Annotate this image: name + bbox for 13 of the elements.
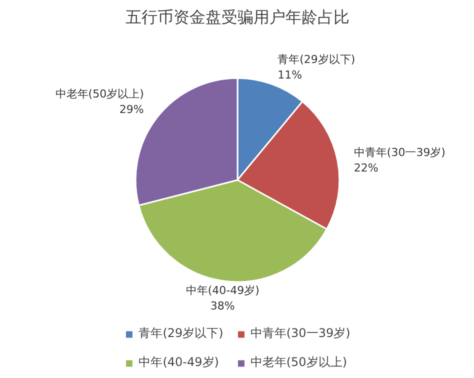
slice-label: 中年(40-49岁)	[186, 284, 260, 297]
slice-label: 中青年(30一39岁)	[354, 146, 446, 160]
data-label: 29%	[119, 102, 144, 116]
slice-label: 中老年(50岁以上)	[55, 87, 144, 100]
legend-label: 中年(40-49岁)	[138, 354, 219, 371]
data-label: 38%	[210, 299, 235, 312]
data-label: 22%	[354, 162, 378, 175]
chart-title: 五行币资金盘受骗用户年龄占比	[126, 8, 350, 26]
legend-label: 中青年(30一39岁)	[250, 325, 350, 342]
legend-label: 中老年(50岁以上)	[250, 354, 348, 371]
slice-label: 青年(29岁以下)	[278, 53, 356, 66]
legend-label: 青年(29岁以下)	[138, 325, 224, 342]
data-label: 11%	[278, 68, 302, 82]
